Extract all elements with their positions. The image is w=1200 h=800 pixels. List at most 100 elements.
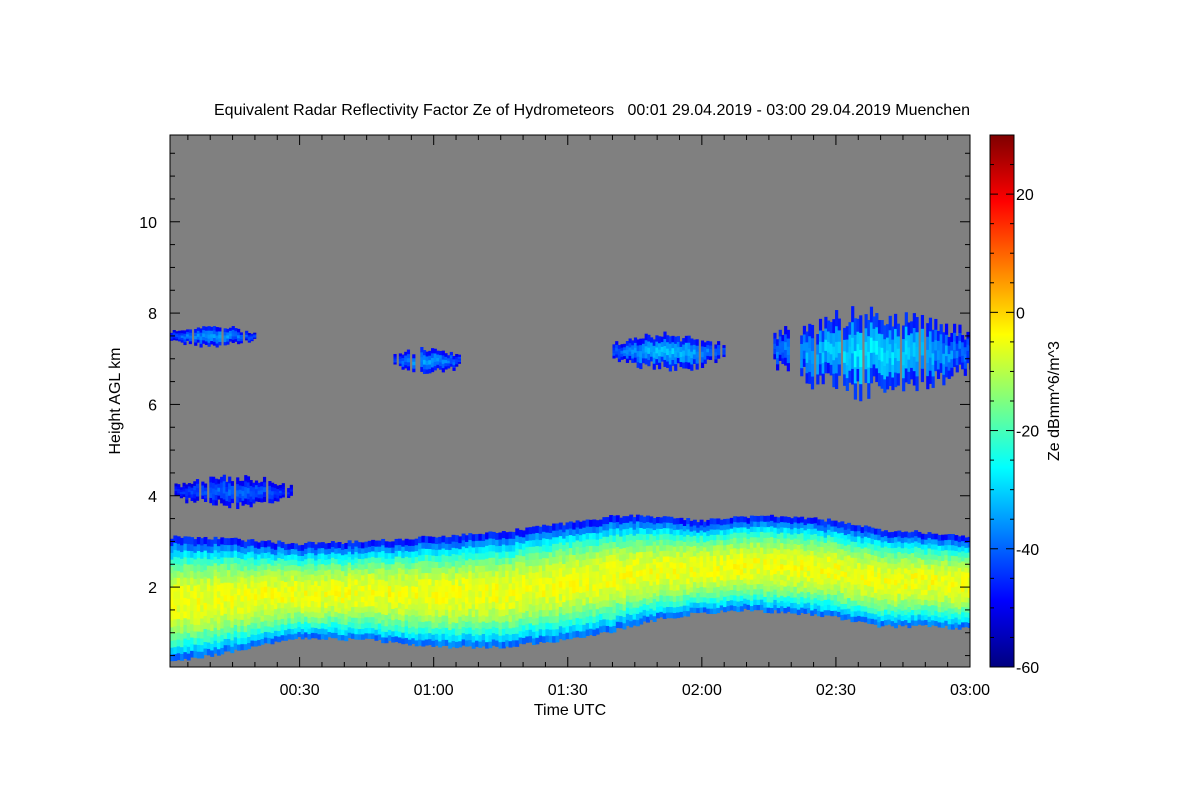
reflectivity-cell	[173, 577, 178, 585]
reflectivity-cell	[196, 333, 200, 337]
reflectivity-cell	[532, 605, 536, 613]
reflectivity-cell	[676, 545, 681, 552]
reflectivity-cell	[471, 629, 476, 637]
reflectivity-cell	[243, 541, 248, 549]
reflectivity-cell	[796, 528, 801, 535]
reflectivity-cell	[455, 356, 459, 360]
reflectivity-cell	[433, 365, 437, 371]
reflectivity-cell	[501, 563, 506, 571]
reflectivity-cell	[548, 629, 553, 637]
reflectivity-cell	[733, 542, 738, 549]
reflectivity-cell	[464, 627, 469, 635]
reflectivity-cell	[753, 521, 758, 527]
reflectivity-cell	[954, 545, 959, 552]
reflectivity-cell	[830, 557, 835, 564]
reflectivity-cell	[283, 570, 288, 577]
reflectivity-cell	[170, 626, 174, 635]
reflectivity-cell	[645, 562, 650, 570]
reflectivity-cell	[857, 567, 862, 574]
reflectivity-cell	[548, 622, 553, 630]
reflectivity-cell	[210, 578, 215, 586]
reflectivity-cell	[783, 607, 788, 614]
reflectivity-cell	[883, 572, 888, 579]
reflectivity-cell	[917, 578, 922, 584]
reflectivity-cell	[354, 584, 359, 591]
reflectivity-cell	[582, 598, 587, 606]
reflectivity-cell	[441, 639, 446, 646]
reflectivity-cell	[853, 562, 858, 569]
reflectivity-cell	[940, 539, 945, 546]
reflectivity-cell	[790, 602, 795, 609]
reflectivity-cell	[642, 562, 647, 570]
reflectivity-cell	[351, 543, 355, 550]
reflectivity-cell	[632, 535, 637, 542]
reflectivity-cell	[478, 565, 483, 573]
reflectivity-cell	[920, 569, 925, 575]
reflectivity-cell	[592, 583, 597, 591]
reflectivity-cell	[183, 338, 187, 343]
reflectivity-cell	[448, 629, 453, 637]
reflectivity-cell	[173, 611, 178, 620]
reflectivity-cell	[237, 575, 241, 583]
reflectivity-cell	[746, 528, 751, 534]
reflectivity-cell	[310, 600, 315, 607]
reflectivity-cell	[686, 561, 691, 568]
reflectivity-cell	[853, 605, 858, 612]
reflectivity-cell	[173, 618, 178, 627]
reflectivity-cell	[273, 608, 278, 615]
reflectivity-cell	[897, 603, 902, 610]
reflectivity-cell	[766, 607, 771, 614]
reflectivity-cell	[585, 622, 590, 630]
reflectivity-cell	[796, 571, 801, 578]
reflectivity-cell	[307, 541, 312, 548]
reflectivity-cell	[183, 576, 188, 585]
reflectivity-cell	[411, 545, 416, 552]
reflectivity-cell	[920, 548, 925, 555]
reflectivity-cell	[873, 618, 878, 625]
reflectivity-cell	[649, 573, 654, 581]
reflectivity-cell	[226, 644, 231, 652]
reflectivity-cell	[620, 347, 624, 351]
reflectivity-cell	[361, 633, 366, 640]
reflectivity-cell	[433, 357, 437, 362]
reflectivity-cell	[652, 351, 656, 358]
reflectivity-cell	[682, 350, 686, 357]
reflectivity-cell	[826, 341, 831, 353]
reflectivity-cell	[451, 621, 456, 629]
reflectivity-cell	[374, 551, 379, 558]
reflectivity-cell	[944, 574, 949, 581]
reflectivity-cell	[206, 539, 211, 547]
reflectivity-cell	[907, 606, 912, 613]
reflectivity-cell	[340, 607, 345, 614]
reflectivity-cell	[377, 617, 382, 624]
reflectivity-cell	[471, 534, 476, 542]
reflectivity-cell	[374, 634, 379, 641]
reflectivity-cell	[622, 603, 627, 611]
reflectivity-cell	[304, 595, 309, 602]
reflectivity-cell	[354, 562, 359, 569]
reflectivity-cell	[327, 605, 332, 612]
reflectivity-cell	[599, 613, 603, 621]
reflectivity-cell	[277, 636, 282, 643]
reflectivity-cell	[170, 338, 174, 341]
reflectivity-cell	[840, 581, 845, 588]
reflectivity-cell	[464, 578, 469, 586]
reflectivity-cell	[612, 541, 617, 549]
reflectivity-cell	[441, 566, 446, 573]
reflectivity-cell	[294, 564, 298, 571]
reflectivity-cell	[324, 612, 329, 619]
reflectivity-cell	[729, 553, 734, 560]
reflectivity-cell	[461, 595, 466, 603]
reflectivity-cell	[713, 565, 717, 572]
reflectivity-cell	[444, 365, 448, 370]
reflectivity-cell	[763, 574, 768, 581]
reflectivity-cell	[518, 605, 523, 613]
reflectivity-cell	[481, 540, 486, 548]
reflectivity-cell	[622, 597, 627, 605]
reflectivity-cell	[260, 615, 265, 622]
reflectivity-cell	[320, 568, 325, 575]
reflectivity-cell	[237, 594, 241, 602]
reflectivity-cell	[300, 544, 305, 551]
reflectivity-cell	[612, 612, 617, 620]
reflectivity-cell	[907, 585, 912, 592]
